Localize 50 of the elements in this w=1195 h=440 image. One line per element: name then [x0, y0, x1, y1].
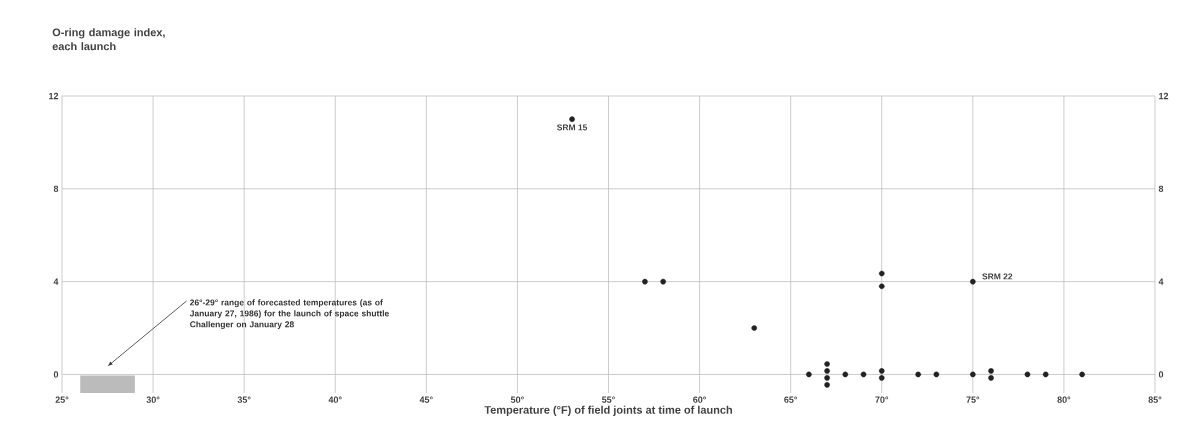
point	[878, 270, 885, 277]
point	[824, 361, 830, 367]
point	[824, 368, 830, 374]
x-tick-label: 50°	[510, 396, 524, 403]
point	[970, 278, 976, 285]
x-tick-label: 40°	[328, 396, 342, 403]
point	[933, 371, 940, 378]
point	[824, 375, 830, 381]
x-tick-label: 30°	[146, 396, 160, 403]
annotation: 26°-29° range of forecasted temperatures (as of January 27, 1986) for the launch of space shuttle Challenger on January 28	[189, 299, 389, 330]
point	[878, 368, 885, 374]
y-tick-label: 4	[53, 278, 59, 285]
point	[751, 325, 758, 331]
x-tick-label: 85°	[1148, 396, 1162, 403]
point	[806, 371, 812, 378]
point	[1042, 371, 1049, 378]
x-tick-label: 60°	[693, 396, 706, 403]
annotation: SRM 22	[982, 273, 1013, 280]
x-tick-label: 80°	[1057, 396, 1071, 403]
x-tick-label: 75°	[966, 396, 980, 403]
point	[642, 278, 648, 285]
point	[915, 371, 921, 378]
x-tick-label: 65°	[784, 396, 798, 403]
point	[878, 375, 885, 381]
y2-tick-label: 0	[1158, 371, 1164, 378]
point	[1024, 371, 1031, 378]
x-tick-label: 35°	[237, 396, 251, 403]
point	[988, 375, 994, 381]
y2-tick-label: 8	[1158, 185, 1164, 192]
point	[878, 283, 885, 290]
point	[860, 371, 867, 378]
point	[988, 368, 994, 374]
y2-tick-label: 12	[1159, 92, 1169, 100]
x-tick-label: 70°	[875, 396, 889, 403]
x-tick-label: 25°	[55, 396, 69, 403]
point	[660, 278, 666, 285]
y-tick-label: 0	[53, 371, 59, 378]
point	[569, 116, 575, 122]
annotation: SRM 15	[557, 124, 588, 131]
point	[824, 382, 830, 388]
point	[1079, 371, 1085, 378]
point	[842, 371, 849, 378]
x-axis-title: Temperature (°F) of field joints at time of launch	[484, 405, 732, 416]
y-tick-label: 8	[53, 185, 59, 192]
point	[970, 371, 976, 378]
x-tick-label: 55°	[602, 396, 615, 403]
y2-tick-label: 4	[1158, 278, 1164, 285]
y-axis-title: O-ring damage index, each launch	[52, 28, 165, 51]
y-tick-label: 12	[49, 92, 59, 100]
x-tick-label: 45°	[419, 396, 433, 403]
